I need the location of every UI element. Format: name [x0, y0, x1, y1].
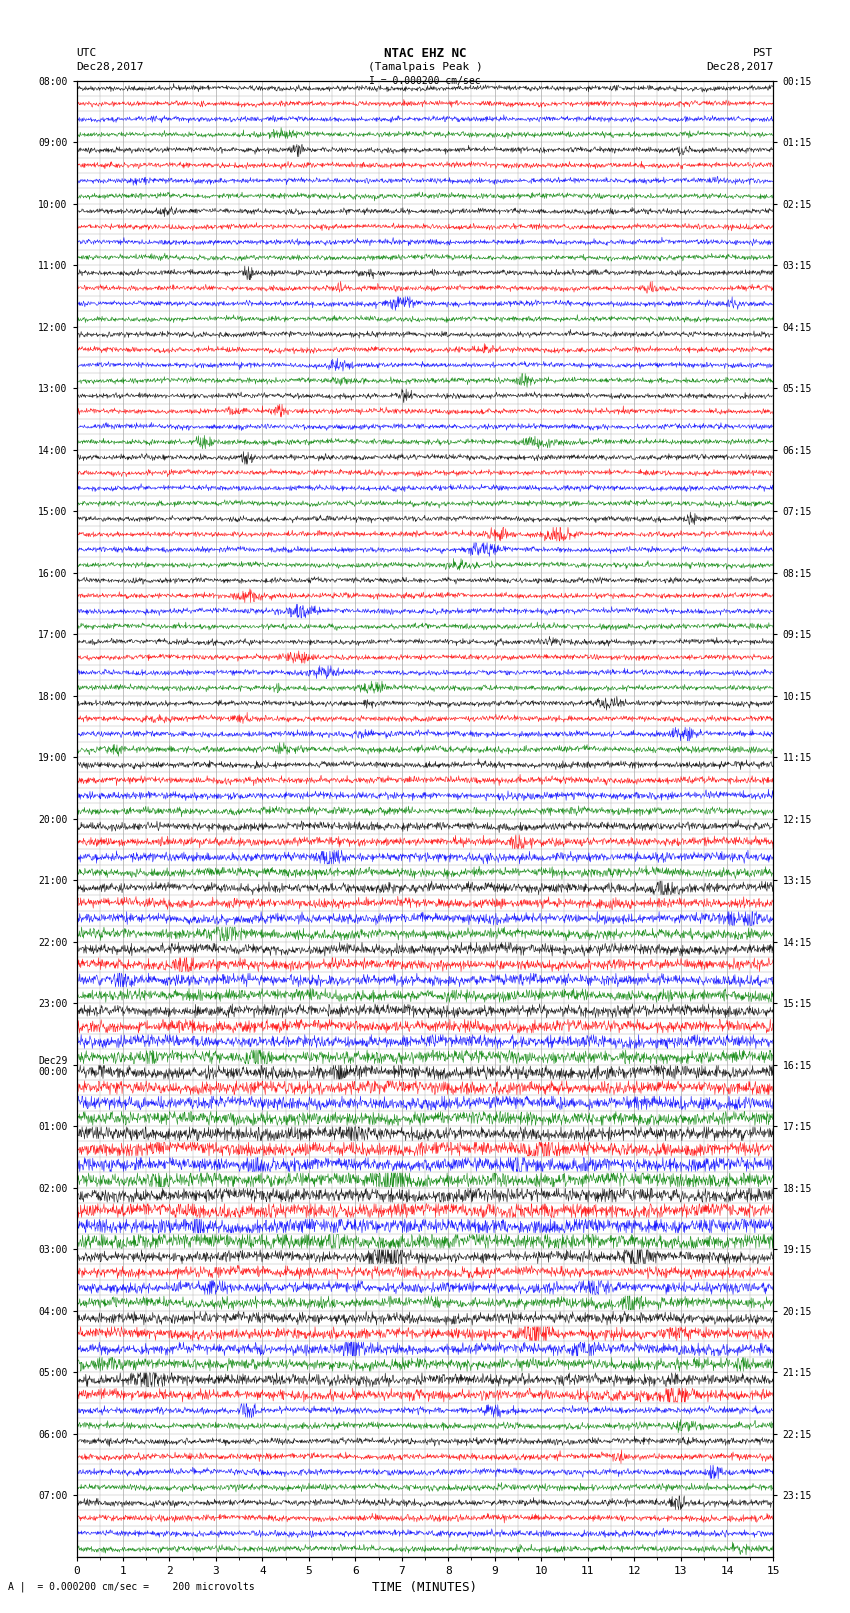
Text: (Tamalpais Peak ): (Tamalpais Peak ) — [367, 61, 483, 73]
Text: UTC: UTC — [76, 48, 97, 58]
X-axis label: TIME (MINUTES): TIME (MINUTES) — [372, 1581, 478, 1594]
Text: A |  = 0.000200 cm/sec =    200 microvolts: A | = 0.000200 cm/sec = 200 microvolts — [8, 1582, 255, 1592]
Text: Dec28,2017: Dec28,2017 — [76, 61, 144, 73]
Text: PST: PST — [753, 48, 774, 58]
Text: Dec28,2017: Dec28,2017 — [706, 61, 774, 73]
Text: NTAC EHZ NC: NTAC EHZ NC — [383, 47, 467, 60]
Text: I = 0.000200 cm/sec: I = 0.000200 cm/sec — [369, 76, 481, 85]
